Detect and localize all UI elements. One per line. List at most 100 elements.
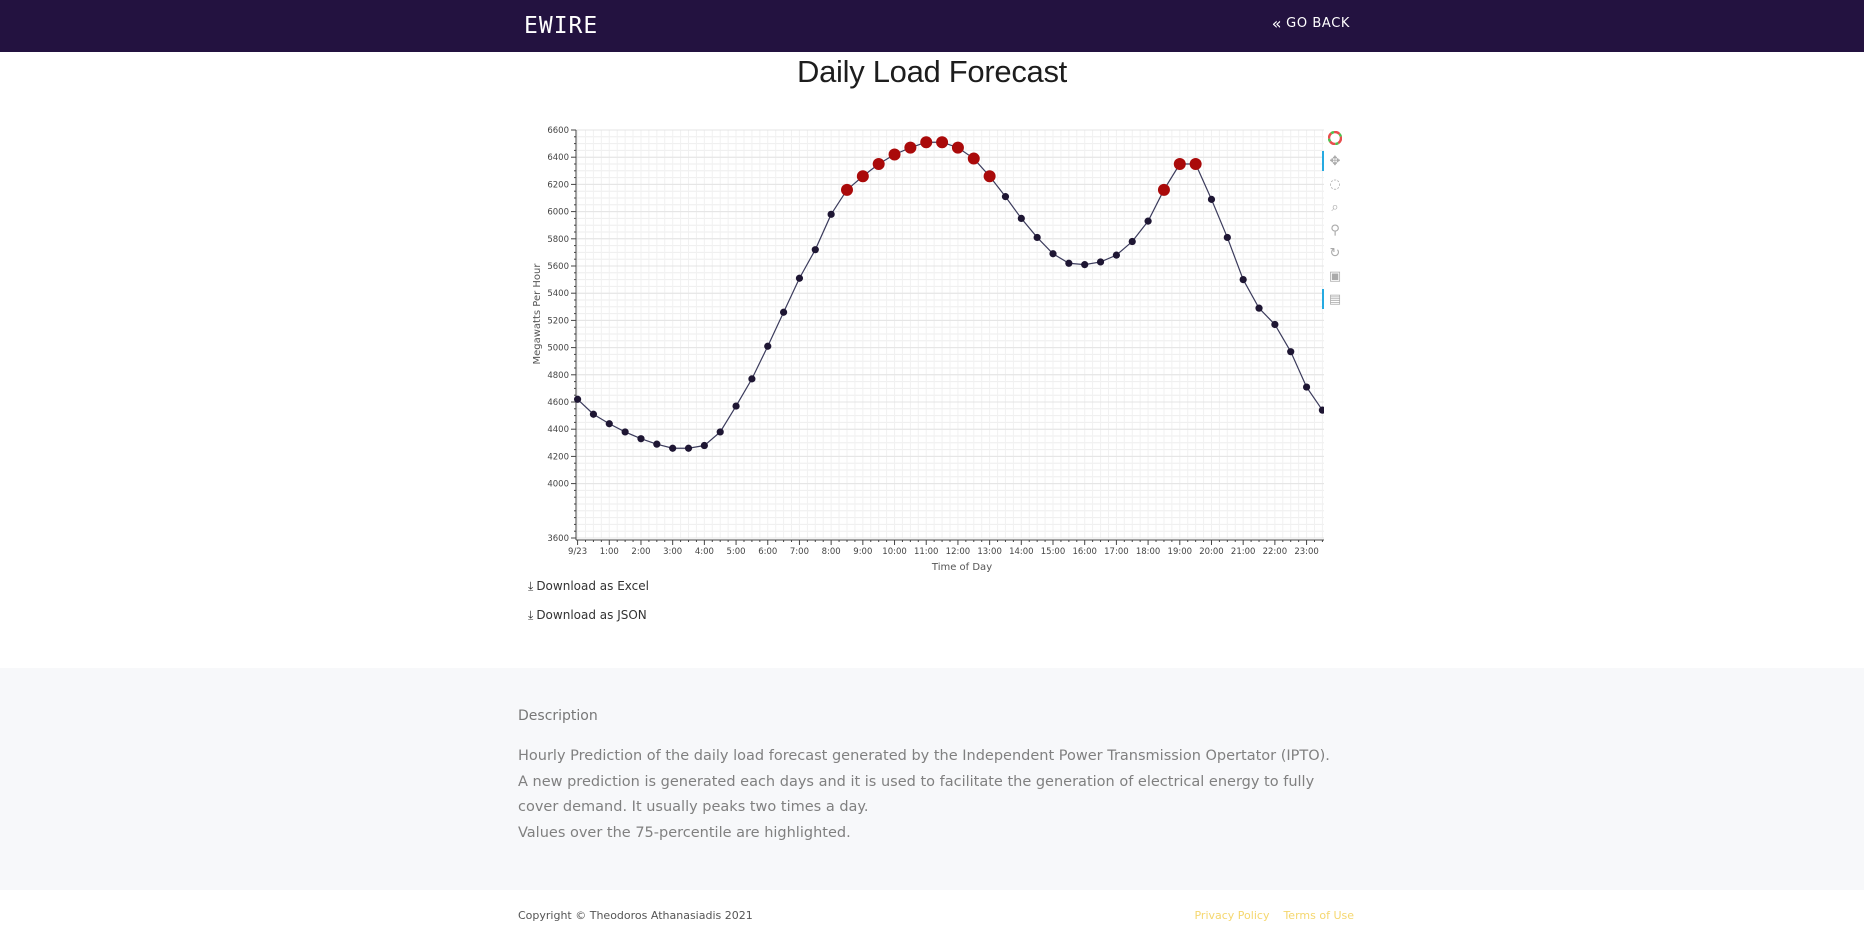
- download-excel-link[interactable]: ⤓ Download as Excel: [528, 578, 649, 594]
- y-tick-label: 4200: [547, 452, 569, 462]
- data-point: [1144, 217, 1152, 225]
- page-title: Daily Load Forecast: [797, 54, 1067, 89]
- y-tick-label: 6000: [547, 208, 569, 218]
- data-point: [1318, 406, 1324, 414]
- y-tick-label: 5400: [547, 289, 569, 299]
- y-tick-label: 5800: [547, 235, 569, 245]
- highlighted-data-point: [840, 183, 853, 196]
- download-icon: ⤓: [528, 607, 534, 622]
- data-point: [1049, 250, 1057, 258]
- description-line-2: A new prediction is generated each days …: [518, 773, 1315, 816]
- bokeh-logo-icon[interactable]: [1324, 128, 1346, 148]
- highlighted-data-point: [1189, 158, 1202, 170]
- x-tick-label: 20:00: [1199, 547, 1224, 557]
- x-tick-label: 10:00: [882, 547, 907, 557]
- data-point: [621, 428, 629, 436]
- x-tick-label: 14:00: [1009, 547, 1033, 557]
- data-point: [716, 428, 724, 436]
- hover-icon[interactable]: ▤: [1322, 289, 1346, 309]
- x-tick-label: 9/23: [568, 547, 587, 557]
- x-tick-label: 3:00: [663, 547, 682, 557]
- data-point: [700, 441, 708, 450]
- chart-toolbar: ✥ ◌ ⌕ ⚲ ↻ ▣ ▤: [1322, 128, 1348, 312]
- data-point: [1255, 304, 1263, 312]
- y-tick-label: 5000: [547, 344, 569, 354]
- y-axis-label: Megawatts Per Hour: [532, 263, 543, 365]
- privacy-policy-link[interactable]: Privacy Policy: [1194, 909, 1270, 922]
- highlighted-data-point: [856, 170, 869, 183]
- highlighted-data-point: [951, 141, 964, 154]
- x-tick-label: 4:00: [695, 547, 714, 557]
- x-axis-label: Time of Day: [931, 562, 992, 573]
- x-tick-label: 16:00: [1072, 547, 1097, 557]
- footer: Copyright © Theodoros Athanasiadis 2021 …: [0, 890, 1864, 940]
- double-chevron-left-icon: «: [1271, 14, 1283, 33]
- terms-of-use-link[interactable]: Terms of Use: [1283, 909, 1354, 922]
- chart-svg[interactable]: 3600 4000 4200 4400 4600 4800 5000 5200 5400 5600…: [524, 118, 1324, 588]
- x-tick-label: 17:00: [1104, 547, 1129, 557]
- y-tick-label: 4800: [547, 371, 569, 381]
- brand-logo[interactable]: EWIRE: [524, 12, 598, 40]
- reset-icon[interactable]: ↻: [1329, 245, 1341, 261]
- x-tick-label: 23:00: [1294, 547, 1319, 557]
- description-line-1: Hourly Prediction of the daily load fore…: [518, 748, 1330, 764]
- x-tick-label: 21:00: [1231, 547, 1256, 557]
- data-point: [1112, 251, 1120, 259]
- highlighted-data-point: [983, 170, 996, 183]
- y-tick-label: 5600: [547, 262, 569, 272]
- y-tick-label: 6400: [547, 153, 569, 163]
- x-tick-label: 2:00: [631, 547, 650, 557]
- description-body: Hourly Prediction of the daily load fore…: [518, 744, 1348, 846]
- x-tick-label: 7:00: [790, 547, 809, 557]
- navbar: EWIRE « GO BACK: [0, 0, 1864, 52]
- x-tick-label: 5:00: [727, 547, 746, 557]
- data-point: [653, 440, 661, 448]
- data-point: [1017, 214, 1025, 222]
- highlighted-data-point: [1157, 183, 1170, 196]
- data-point: [1128, 237, 1136, 246]
- y-tick-label: 6200: [547, 180, 569, 190]
- x-tick-label: 18:00: [1136, 547, 1161, 557]
- x-tick-label: 19:00: [1168, 547, 1193, 557]
- data-point: [1223, 233, 1231, 242]
- y-tick-label: 4400: [547, 425, 569, 435]
- lasso-icon[interactable]: ◌: [1329, 176, 1341, 192]
- data-point: [732, 402, 740, 410]
- data-point: [684, 444, 693, 452]
- data-point: [1302, 383, 1311, 391]
- data-point: [637, 435, 645, 443]
- data-point: [1081, 261, 1089, 269]
- highlighted-data-point: [936, 136, 949, 149]
- data-point: [764, 342, 772, 350]
- y-tick-label: 4600: [547, 398, 569, 408]
- x-tick-label: 1:00: [600, 547, 619, 557]
- y-tick-label: 4000: [547, 480, 569, 490]
- y-tick-label: 5200: [547, 316, 569, 326]
- go-back-link[interactable]: « GO BACK: [1271, 14, 1350, 33]
- zoom-icon[interactable]: ⌕: [1331, 199, 1339, 215]
- highlighted-data-point: [1173, 158, 1186, 170]
- highlighted-data-point: [967, 152, 980, 165]
- data-point: [669, 444, 677, 452]
- data-point: [795, 274, 804, 282]
- highlighted-data-point: [904, 141, 917, 154]
- data-point: [1271, 320, 1279, 329]
- download-json-label: Download as JSON: [536, 608, 647, 622]
- save-icon[interactable]: ▣: [1328, 268, 1342, 284]
- brand-text: EWIRE: [524, 13, 599, 39]
- data-point: [1001, 193, 1010, 201]
- pan-icon[interactable]: ✥: [1322, 151, 1346, 171]
- load-forecast-chart[interactable]: 3600 4000 4200 4400 4600 4800 5000 5200 5400 5600…: [524, 118, 1354, 588]
- download-json-link[interactable]: ⤓ Download as JSON: [528, 607, 649, 623]
- x-tick-label: 8:00: [822, 547, 841, 557]
- data-point: [1096, 258, 1105, 266]
- x-tick-label: 9:00: [853, 547, 872, 557]
- go-back-label: GO BACK: [1286, 16, 1350, 31]
- data-point: [589, 410, 598, 418]
- data-point: [748, 375, 756, 383]
- description-line-3: Values over the 75-percentile are highli…: [518, 824, 851, 841]
- y-tick-label: 3600: [547, 534, 569, 544]
- data-point: [573, 395, 582, 403]
- y-tick-label: 6600: [547, 126, 569, 136]
- wheel-zoom-icon[interactable]: ⚲: [1330, 222, 1340, 238]
